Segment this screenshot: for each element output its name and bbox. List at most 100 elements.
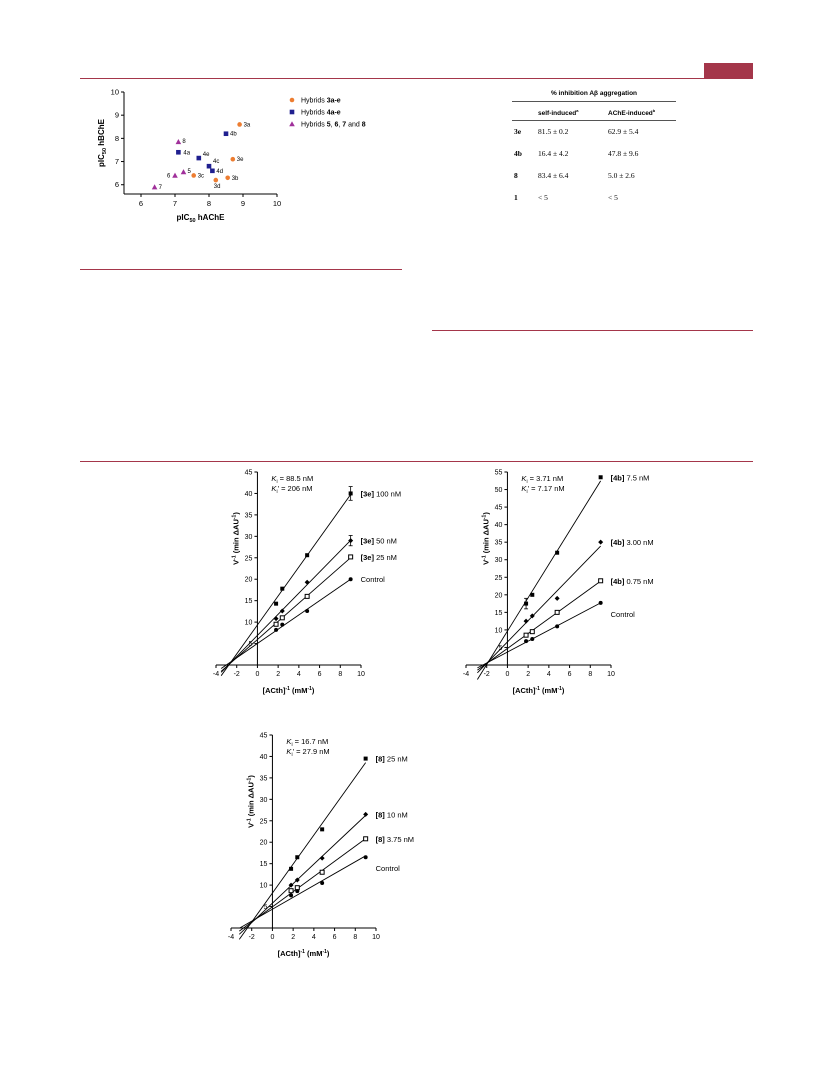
x-tick-label: -2 xyxy=(249,934,255,941)
data-point xyxy=(274,601,279,606)
data-point xyxy=(213,177,219,183)
series-label: [4b] 3.00 nM xyxy=(611,538,654,547)
data-point xyxy=(274,627,279,632)
point-label: 5 xyxy=(188,169,192,175)
data-point xyxy=(196,155,202,161)
x-tick-label: 6 xyxy=(139,199,143,208)
y-tick-label: 20 xyxy=(245,577,253,584)
fit-line xyxy=(477,602,601,669)
y-tick-label: 30 xyxy=(245,534,253,541)
data-point xyxy=(273,616,279,622)
data-point xyxy=(530,592,535,597)
series-label: [4b] 7.5 nM xyxy=(611,473,650,482)
y-axis-label: V-1 (min ΔAU-1) xyxy=(481,512,490,565)
x-axis-label: pIC50 hAChE xyxy=(177,213,226,224)
ki-prime-label: Ki' = 206 nM xyxy=(271,484,312,495)
x-tick-label: 6 xyxy=(333,934,337,941)
y-tick-label: 10 xyxy=(260,883,268,890)
col-ache-induced: AChE-inducedb xyxy=(608,108,655,117)
point-label: 3d xyxy=(214,184,221,190)
point-label: 4d xyxy=(216,169,223,175)
x-tick-label: 0 xyxy=(505,671,509,678)
cell-ache-induced: 62.9 ± 5.4 xyxy=(608,127,639,136)
x-tick-label: 4 xyxy=(312,934,316,941)
x-tick-label: -4 xyxy=(213,671,219,678)
fit-line xyxy=(220,540,351,673)
data-point xyxy=(363,836,369,842)
y-tick-label: 9 xyxy=(115,111,119,120)
y-tick-label: 30 xyxy=(260,797,268,804)
x-tick-label: -2 xyxy=(234,671,240,678)
data-point xyxy=(555,550,560,555)
data-point xyxy=(237,122,242,127)
right-section-rule xyxy=(432,330,753,331)
y-tick-label: 45 xyxy=(260,733,268,740)
series-label: [8] 25 nM xyxy=(376,755,408,764)
fit-line xyxy=(238,762,367,940)
y-axis-label: V-1 (min ΔAU-1) xyxy=(246,775,255,828)
series-label: [8] 10 nM xyxy=(376,810,408,819)
cell-self-induced: 16.4 ± 4.2 xyxy=(538,149,569,158)
point-label: 6 xyxy=(167,173,171,179)
cell-ache-induced: 47.8 ± 9.6 xyxy=(608,149,639,158)
series-label: [3e] 50 nM xyxy=(361,537,397,546)
data-point xyxy=(363,756,368,761)
lineweaver-burk-8: -4 -2 0 2 4 6 8 10 5 10 15 20 25 30 35 40 45 [ACth]-1 (mM… xyxy=(228,733,414,959)
data-point xyxy=(176,149,181,155)
point-label: 3c xyxy=(198,173,204,179)
point-label: 3a xyxy=(244,122,251,128)
fit-line xyxy=(220,557,351,672)
data-point xyxy=(289,893,294,898)
data-point xyxy=(523,618,529,624)
data-point xyxy=(289,866,294,871)
table-row: 4b 16.4 ± 4.2 47.8 ± 9.6 xyxy=(512,143,676,165)
data-point xyxy=(530,637,535,642)
data-point xyxy=(320,827,325,832)
ki-label: Ki = 3.71 nM xyxy=(521,474,563,485)
x-axis-label: [ACth]-1 (mM-1) xyxy=(263,686,315,695)
y-tick-label: 10 xyxy=(245,620,253,627)
data-point xyxy=(319,855,325,861)
data-point xyxy=(524,601,529,606)
x-tick-label: -4 xyxy=(463,671,469,678)
legend-label: Hybrids 4a-e xyxy=(301,110,341,117)
data-point xyxy=(554,595,560,601)
x-tick-label: 4 xyxy=(297,671,301,678)
y-tick-label: 5 xyxy=(264,904,268,911)
fit-line xyxy=(477,580,601,671)
data-point xyxy=(180,169,187,175)
cell-compound: 3e xyxy=(514,127,522,136)
point-label: 3e xyxy=(237,157,244,163)
y-tick-label: 10 xyxy=(495,627,503,634)
point-label: 3b xyxy=(232,176,239,182)
y-tick-label: 5 xyxy=(249,641,253,648)
table-header-row: self-induceda AChE-inducedb xyxy=(512,102,676,120)
point-label: 4c xyxy=(213,159,219,165)
data-point xyxy=(210,168,215,174)
cell-self-induced: 81.5 ± 0.2 xyxy=(538,127,569,136)
x-tick-label: -4 xyxy=(228,934,234,941)
cell-ache-induced: 5.0 ± 2.6 xyxy=(608,171,635,180)
data-point xyxy=(554,609,560,615)
ki-label: Ki = 16.7 nM xyxy=(286,737,328,748)
table-body: 3e 81.5 ± 0.2 62.9 ± 5.4 4b 16.4 ± 4.2 47.8 ±… xyxy=(512,121,676,209)
data-point xyxy=(320,880,325,885)
y-tick-label: 40 xyxy=(245,491,253,498)
data-point xyxy=(348,491,353,496)
y-tick-label: 50 xyxy=(495,487,503,494)
table-title: % inhibition Aβ aggregation xyxy=(550,90,638,97)
legend-marker xyxy=(289,97,295,103)
data-point xyxy=(295,889,300,894)
x-tick-label: 9 xyxy=(241,199,245,208)
y-tick-label: 25 xyxy=(495,575,503,582)
series-label: Control xyxy=(611,610,636,619)
y-axis-label: V-1 (min ΔAU-1) xyxy=(231,512,240,565)
header-rule xyxy=(80,78,753,79)
data-point xyxy=(206,163,212,169)
x-tick-label: 8 xyxy=(353,934,357,941)
table-rule-top xyxy=(512,101,676,102)
col-ache-sup: b xyxy=(652,108,656,113)
data-point xyxy=(348,577,353,582)
series-label: Control xyxy=(376,864,401,873)
data-point xyxy=(294,877,300,883)
